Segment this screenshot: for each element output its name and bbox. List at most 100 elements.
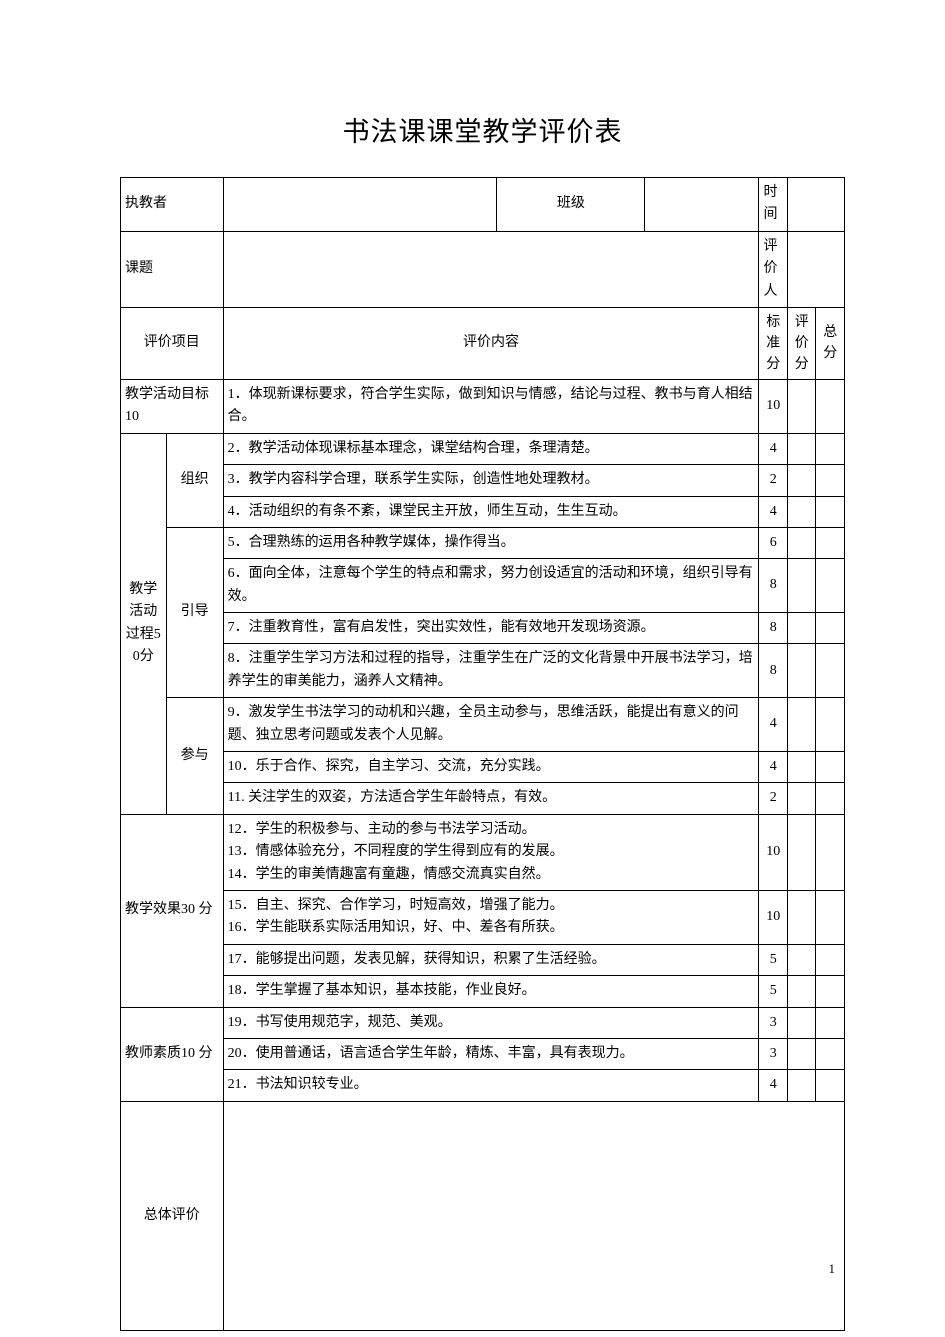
content-cell: 11. 关注学生的双姿，方法适合学生年龄特点，有效。 — [223, 783, 759, 814]
section-effect-label: 教学效果30 分 — [121, 814, 224, 1007]
content-line: 12．学生的积极参与、主动的参与书法学习活动。 — [228, 822, 536, 837]
table-row: 教学活动过程50分 组织 2．教学活动体现课标基本理念，课堂结构合理，条理清楚。… — [121, 433, 845, 464]
eval-score — [787, 433, 816, 464]
table-row: 21．书法知识较专业。 4 — [121, 1070, 845, 1101]
content-line: 16．学生能联系实际活用知识，好、中、差各有所获。 — [228, 920, 564, 935]
table-row: 教师素质10 分 19．书写使用规范字，规范、美观。 3 — [121, 1007, 845, 1038]
eval-score — [787, 1007, 816, 1038]
total-score — [816, 1007, 845, 1038]
eval-score — [787, 783, 816, 814]
total-score — [816, 1038, 845, 1069]
content-cell: 20．使用普通话，语言适合学生年龄，精炼、丰富，具有表现力。 — [223, 1038, 759, 1069]
std-score: 3 — [759, 1038, 788, 1069]
document-page: 书法课课堂教学评价表 执教者 班级 时间 课题 评价人 — [0, 0, 945, 1337]
content-cell: 7．注重教育性，富有启发性，突出实效性，能有效地开发现场资源。 — [223, 613, 759, 644]
content-cell: 8．注重学生学习方法和过程的指导，注重学生在广泛的文化背景中开展书法学习，培养学… — [223, 644, 759, 698]
table-row: 总体评价 — [121, 1101, 845, 1330]
col-eval-score-label: 评价分 — [787, 307, 816, 379]
total-score — [816, 752, 845, 783]
content-cell: 17．能够提出问题，发表见解，获得知识，积累了生活经验。 — [223, 944, 759, 975]
table-row: 评价项目 评价内容 标准分 评价分 总分 — [121, 307, 845, 379]
class-label: 班级 — [497, 178, 645, 232]
table-row: 11. 关注学生的双姿，方法适合学生年龄特点，有效。 2 — [121, 783, 845, 814]
table-row: 执教者 班级 时间 — [121, 178, 845, 232]
eval-score — [787, 559, 816, 613]
total-score — [816, 644, 845, 698]
content-cell: 18．学生掌握了基本知识，基本技能，作业良好。 — [223, 976, 759, 1007]
total-score — [816, 527, 845, 558]
content-line: 14．学生的审美情趣富有童趣，情感交流真实自然。 — [228, 867, 550, 882]
total-score — [816, 890, 845, 944]
content-cell: 15．自主、探究、合作学习，时短高效，增强了能力。 16．学生能联系实际活用知识… — [223, 890, 759, 944]
time-label: 时间 — [759, 178, 788, 232]
std-score: 10 — [759, 814, 788, 890]
total-score — [816, 433, 845, 464]
table-row: 4．活动组织的有条不紊，课堂民主开放，师生互动，生生互动。 4 — [121, 496, 845, 527]
total-score — [816, 379, 845, 433]
eval-score — [787, 644, 816, 698]
eval-score — [787, 976, 816, 1007]
col-item-label: 评价项目 — [121, 307, 224, 379]
table-row: 参与 9．激发学生书法学习的动机和兴趣，全员主动参与，思维活跃，能提出有意义的问… — [121, 698, 845, 752]
section-teacher-label: 教师素质10 分 — [121, 1007, 224, 1101]
content-line: 13．情感体验充分，不同程度的学生得到应有的发展。 — [228, 844, 564, 859]
time-value — [787, 178, 844, 232]
total-score — [816, 465, 845, 496]
teacher-value — [223, 178, 497, 232]
total-score — [816, 559, 845, 613]
table-row: 引导 5．合理熟练的运用各种教学媒体，操作得当。 6 — [121, 527, 845, 558]
table-row: 20．使用普通话，语言适合学生年龄，精炼、丰富，具有表现力。 3 — [121, 1038, 845, 1069]
evaluation-table: 执教者 班级 时间 课题 评价人 评价项目 评价内容 标准分 评价分 总分 教学… — [120, 177, 845, 1331]
std-score: 2 — [759, 783, 788, 814]
col-std-score-label: 标准分 — [759, 307, 788, 379]
content-cell: 21．书法知识较专业。 — [223, 1070, 759, 1101]
sub-guide-label: 引导 — [166, 527, 223, 697]
sub-org-label: 组织 — [166, 433, 223, 527]
page-number: 1 — [829, 1261, 836, 1277]
table-row: 教学效果30 分 12．学生的积极参与、主动的参与书法学习活动。 13．情感体验… — [121, 814, 845, 890]
eval-score — [787, 944, 816, 975]
section-process-label: 教学活动过程50分 — [121, 433, 167, 814]
std-score: 4 — [759, 496, 788, 527]
total-score — [816, 496, 845, 527]
eval-score — [787, 527, 816, 558]
total-score — [816, 783, 845, 814]
table-row: 8．注重学生学习方法和过程的指导，注重学生在广泛的文化背景中开展书法学习，培养学… — [121, 644, 845, 698]
table-row: 15．自主、探究、合作学习，时短高效，增强了能力。 16．学生能联系实际活用知识… — [121, 890, 845, 944]
eval-score — [787, 698, 816, 752]
eval-score — [787, 1070, 816, 1101]
teacher-label: 执教者 — [121, 178, 224, 232]
content-cell: 2．教学活动体现课标基本理念，课堂结构合理，条理清楚。 — [223, 433, 759, 464]
std-score: 4 — [759, 698, 788, 752]
eval-score — [787, 1038, 816, 1069]
content-cell: 19．书写使用规范字，规范、美观。 — [223, 1007, 759, 1038]
std-score: 5 — [759, 944, 788, 975]
total-score — [816, 698, 845, 752]
content-cell: 5．合理熟练的运用各种教学媒体，操作得当。 — [223, 527, 759, 558]
sub-part-label: 参与 — [166, 698, 223, 815]
table-row: 10．乐于合作、探究，自主学习、交流，充分实践。 4 — [121, 752, 845, 783]
content-cell: 12．学生的积极参与、主动的参与书法学习活动。 13．情感体验充分，不同程度的学… — [223, 814, 759, 890]
std-score: 4 — [759, 433, 788, 464]
std-score: 5 — [759, 976, 788, 1007]
table-row: 6．面向全体，注意每个学生的特点和需求，努力创设适宜的活动和环境，组织引导有效。… — [121, 559, 845, 613]
eval-score — [787, 496, 816, 527]
content-cell: 4．活动组织的有条不紊，课堂民主开放，师生互动，生生互动。 — [223, 496, 759, 527]
page-title: 书法课课堂教学评价表 — [120, 110, 845, 149]
total-score — [816, 814, 845, 890]
content-cell: 9．激发学生书法学习的动机和兴趣，全员主动参与，思维活跃，能提出有意义的问题、独… — [223, 698, 759, 752]
col-content-label: 评价内容 — [223, 307, 759, 379]
table-row: 3．教学内容科学合理，联系学生实际，创造性地处理教材。 2 — [121, 465, 845, 496]
topic-label: 课题 — [121, 231, 224, 307]
std-score: 8 — [759, 613, 788, 644]
std-score: 8 — [759, 559, 788, 613]
table-row: 教学活动目标 10 1．体现新课标要求，符合学生实际，做到知识与情感，结论与过程… — [121, 379, 845, 433]
eval-score — [787, 465, 816, 496]
eval-score — [787, 379, 816, 433]
table-row: 7．注重教育性，富有启发性，突出实效性，能有效地开发现场资源。 8 — [121, 613, 845, 644]
class-value — [645, 178, 759, 232]
evaluator-value — [787, 231, 844, 307]
evaluator-label: 评价人 — [759, 231, 788, 307]
total-score — [816, 613, 845, 644]
std-score: 10 — [759, 379, 788, 433]
